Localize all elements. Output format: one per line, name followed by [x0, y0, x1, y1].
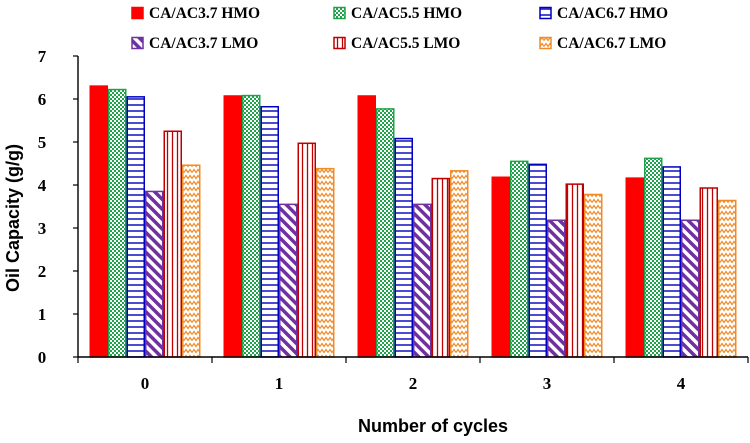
- y-axis-title: Oil Capacity (g/g): [3, 144, 23, 292]
- y-tick-label: 7: [38, 47, 47, 66]
- x-tick-label: 1: [275, 374, 284, 393]
- legend-swatch: [539, 36, 552, 50]
- bar-ca-ac5-5-hmo-cycle-0: [108, 88, 127, 358]
- bar-ca-ac5-5-lmo-cycle-3: [565, 183, 584, 358]
- y-tick-label: 1: [38, 305, 47, 324]
- bar-ca-ac3-7-hmo-cycle-3: [491, 176, 510, 358]
- bar-ca-ac6-7-hmo-cycle-0: [126, 96, 145, 358]
- legend-label: CA/AC5.5 LMO: [351, 35, 460, 52]
- legend-swatch: [333, 36, 346, 50]
- bar-ca-ac3-7-lmo-cycle-0: [145, 190, 164, 358]
- y-tick-label: 3: [38, 219, 47, 238]
- bar-ca-ac5-5-lmo-cycle-1: [297, 142, 316, 358]
- legend-label: CA/AC3.7 HMO: [149, 5, 260, 22]
- bar-ca-ac3-7-hmo-cycle-4: [625, 177, 644, 358]
- y-tick-label: 0: [38, 348, 47, 367]
- x-tick-label: 2: [409, 374, 418, 393]
- bar-ca-ac6-7-hmo-cycle-3: [528, 163, 547, 358]
- bar-ca-ac5-5-hmo-cycle-3: [510, 160, 529, 358]
- bar-ca-ac5-5-hmo-cycle-2: [376, 108, 395, 358]
- legend-swatch: [333, 6, 346, 20]
- legend-swatch: [131, 6, 144, 20]
- legend-label: CA/AC5.5 HMO: [351, 5, 462, 22]
- x-tick-label: 0: [141, 374, 150, 393]
- bar-ca-ac6-7-lmo-cycle-1: [316, 167, 335, 358]
- legend-swatch: [539, 6, 552, 20]
- bar-ca-ac3-7-lmo-cycle-1: [279, 203, 298, 358]
- x-tick-label: 4: [677, 374, 686, 393]
- bar-ca-ac3-7-hmo-cycle-0: [89, 85, 108, 358]
- legend-label: CA/AC3.7 LMO: [149, 35, 258, 52]
- bar-ca-ac6-7-lmo-cycle-4: [718, 199, 737, 358]
- y-tick-label: 2: [38, 262, 47, 281]
- bar-ca-ac5-5-lmo-cycle-2: [431, 177, 450, 358]
- bar-ca-ac3-7-lmo-cycle-4: [681, 219, 700, 358]
- legend-label: CA/AC6.7 LMO: [557, 35, 666, 52]
- bar-ca-ac5-5-hmo-cycle-4: [644, 157, 663, 358]
- bar-ca-ac3-7-lmo-cycle-3: [547, 219, 566, 358]
- axes-group: 0 1 2 3 4 5 6 7 0 1 2 3 4: [38, 47, 749, 393]
- bar-ca-ac5-5-lmo-cycle-0: [163, 130, 182, 358]
- bar-ca-ac6-7-hmo-cycle-4: [662, 166, 681, 358]
- y-tick-label: 5: [38, 133, 47, 152]
- bar-ca-ac5-5-hmo-cycle-1: [242, 94, 261, 358]
- x-tick-label: 3: [543, 374, 552, 393]
- bar-ca-ac5-5-lmo-cycle-4: [699, 187, 718, 358]
- bar-ca-ac6-7-hmo-cycle-1: [260, 105, 279, 358]
- y-tick-label: 6: [38, 90, 47, 109]
- y-tick-label: 4: [38, 176, 47, 195]
- bars-group: [89, 85, 737, 358]
- bar-ca-ac3-7-lmo-cycle-2: [413, 203, 432, 358]
- bar-ca-ac6-7-hmo-cycle-2: [394, 137, 413, 358]
- bar-ca-ac3-7-hmo-cycle-1: [223, 95, 242, 358]
- bar-ca-ac6-7-lmo-cycle-2: [450, 170, 469, 358]
- legend-label: CA/AC6.7 HMO: [557, 5, 668, 22]
- x-axis-title: Number of cycles: [358, 416, 508, 436]
- bar-ca-ac6-7-lmo-cycle-0: [182, 164, 201, 358]
- legend: CA/AC3.7 HMO CA/AC5.5 HMO CA/AC6.7 HMO CA/A…: [131, 5, 668, 52]
- bar-ca-ac6-7-lmo-cycle-3: [584, 193, 603, 358]
- bar-ca-ac3-7-hmo-cycle-2: [357, 95, 376, 358]
- legend-swatch: [131, 36, 144, 50]
